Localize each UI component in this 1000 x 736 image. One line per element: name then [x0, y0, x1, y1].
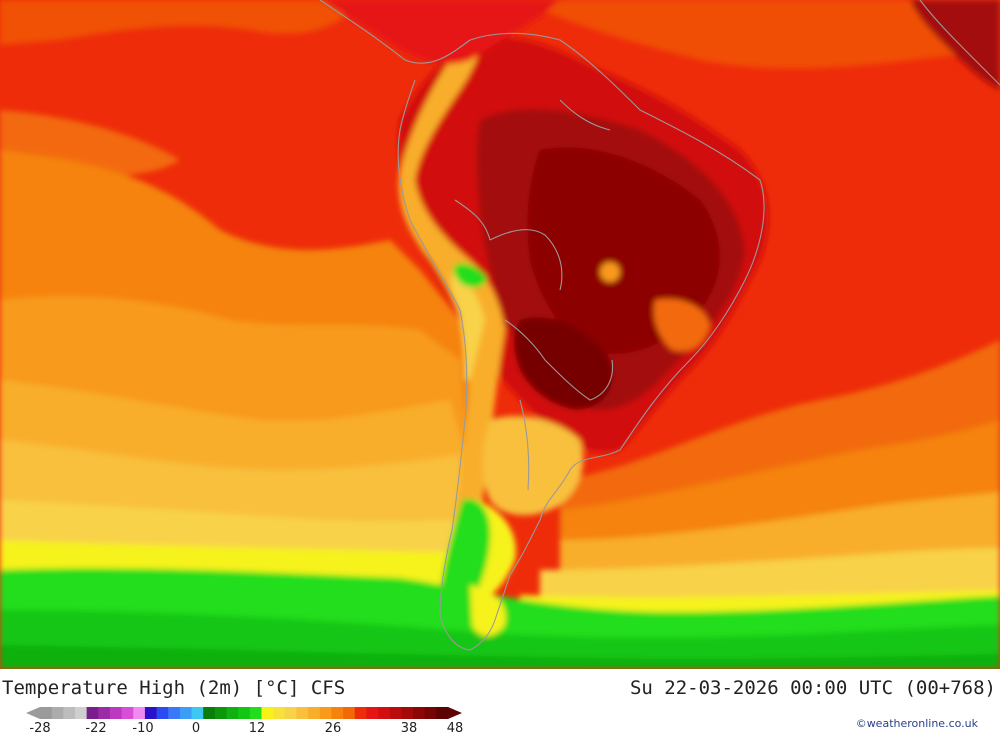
legend-swatch	[249, 707, 262, 719]
legend-swatch	[424, 707, 437, 719]
legend-swatch	[331, 707, 344, 719]
legend-tick-label: 12	[248, 721, 266, 736]
legend-swatch	[63, 707, 76, 719]
legend-swatch	[378, 707, 391, 719]
legend-swatch	[121, 707, 134, 719]
legend-tick-label: -10	[132, 721, 154, 736]
legend-tick-label: -28	[29, 721, 51, 736]
legend-swatch	[168, 707, 181, 719]
legend-swatch	[98, 707, 111, 719]
legend-swatch	[51, 707, 64, 719]
color-legend	[26, 707, 462, 719]
legend-swatch	[109, 707, 123, 719]
legend-swatch	[203, 707, 216, 719]
legend-tick-label: 26	[324, 721, 342, 736]
legend-swatch	[179, 707, 193, 719]
forecast-datetime: Su 22-03-2026 00:00 UTC (00+768)	[629, 677, 996, 699]
legend-swatch	[261, 707, 274, 719]
credit: ©weatheronline.co.uk	[855, 717, 978, 730]
legend-swatch	[144, 707, 158, 719]
legend-swatch	[86, 707, 99, 719]
legend-swatch	[273, 707, 286, 719]
legend-arrow-low	[26, 707, 40, 719]
legend-swatch	[401, 707, 414, 719]
legend-tick-label: 38	[400, 721, 418, 736]
legend-arrow-high	[448, 707, 462, 719]
legend-swatch	[226, 707, 239, 719]
legend-swatch	[40, 707, 53, 719]
legend-swatch	[319, 707, 332, 719]
legend-swatch	[436, 707, 449, 719]
legend-swatch	[413, 707, 426, 719]
legend-swatch	[284, 707, 297, 719]
legend-swatch	[308, 707, 321, 719]
legend-swatch	[343, 707, 356, 719]
legend-swatch	[354, 707, 367, 719]
legend-swatch	[156, 707, 169, 719]
legend-tick-label: -22	[85, 721, 107, 736]
legend-swatch	[389, 707, 402, 719]
temperature-map	[0, 0, 1000, 669]
map-title: Temperature High (2m) [°C] CFS	[2, 677, 346, 699]
legend-swatch	[191, 707, 204, 719]
legend-tick-label: 48	[446, 721, 464, 736]
legend-swatch	[133, 707, 146, 719]
footer: Temperature High (2m) [°C] CFS Su 22-03-…	[0, 669, 1000, 736]
legend-swatch	[74, 707, 88, 719]
legend-swatch	[296, 707, 309, 719]
legend-tick-label: 0	[191, 721, 201, 736]
legend-swatch	[366, 707, 379, 719]
legend-swatch	[238, 707, 251, 719]
legend-swatch	[214, 707, 228, 719]
